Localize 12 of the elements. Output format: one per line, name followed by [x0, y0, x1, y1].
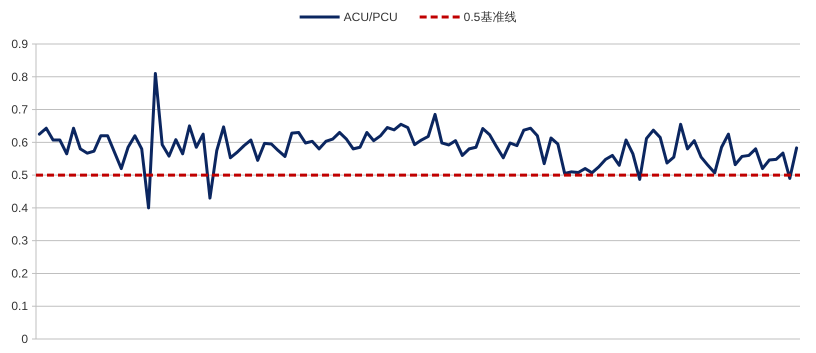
- y-tick-label: 0: [21, 332, 28, 346]
- y-tick-label: 0.8: [11, 70, 28, 84]
- legend-label: 0.5基准线: [464, 10, 516, 24]
- y-tick-label: 0.5: [11, 168, 28, 182]
- y-tick-label: 0.1: [11, 299, 28, 314]
- y-tick-label: 0.7: [11, 102, 28, 117]
- legend-label: ACU/PCU: [344, 10, 398, 24]
- y-tick-label: 0.4: [11, 200, 28, 215]
- y-tick-label: 0.2: [11, 266, 28, 280]
- y-tick-label: 0.9: [11, 37, 28, 51]
- y-tick-label: 0.3: [11, 234, 28, 248]
- y-tick-label: 0.6: [11, 135, 28, 150]
